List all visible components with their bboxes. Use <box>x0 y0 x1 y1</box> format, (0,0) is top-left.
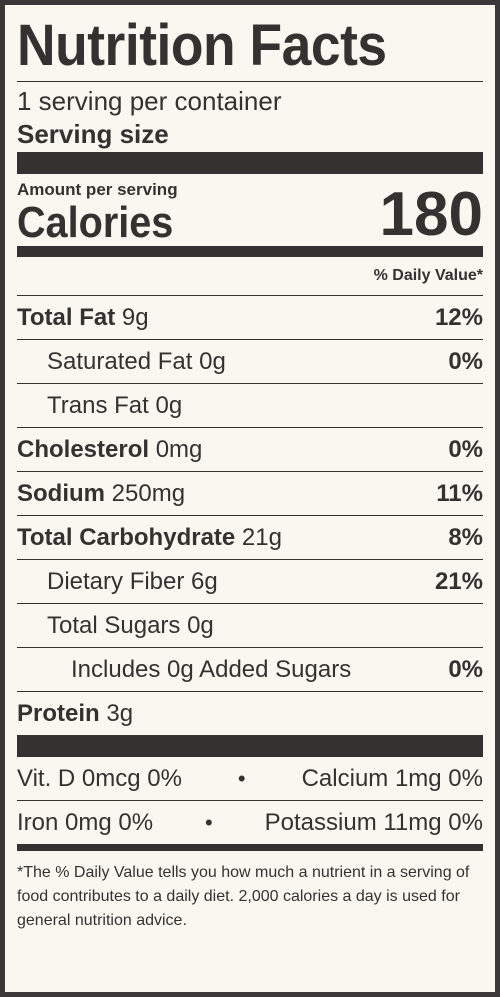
nutrient-amount: 0g <box>187 611 214 639</box>
nutrient-name: Dietary Fiber <box>47 567 185 595</box>
vitamin-row: Vit. D 0mcg 0% • Calcium 1mg 0% <box>17 757 483 800</box>
nutrient-row-total-fat: Total Fat 9g 12% <box>17 296 483 340</box>
nutrient-name: Total Fat <box>17 303 116 331</box>
calories-label: Calories <box>17 198 174 247</box>
vitamin-left: Vit. D 0mcg 0% <box>17 764 182 792</box>
divider <box>17 295 483 296</box>
vitamin-left: Iron 0mg 0% <box>17 808 154 836</box>
nutrient-row-total-carbohydrate: Total Carbohydrate 21g 8% <box>17 516 483 560</box>
nutrient-amount: 6g <box>191 567 218 595</box>
nutrient-row-cholesterol: Cholesterol 0mg 0% <box>17 428 483 472</box>
nutrient-dv: 0% <box>448 655 483 683</box>
servings-per-container: 1 serving per container <box>17 86 282 116</box>
serving-size: Serving size <box>17 119 169 149</box>
nutrient-dv: 11% <box>436 479 483 507</box>
nutrition-facts-label: Nutrition Facts 1 serving per container … <box>5 5 495 992</box>
nutrient-name: Includes 0g Added Sugars <box>71 655 352 683</box>
nutrient-amount: 0g <box>155 391 183 419</box>
bullet-icon: • <box>237 765 246 791</box>
amount-per-serving: Amount per serving <box>17 180 178 199</box>
nutrient-row-trans-fat: Trans Fat 0g <box>17 384 483 428</box>
nutrient-dv: 21% <box>434 567 483 595</box>
vitamin-row: Iron 0mg 0% • Potassium 11mg 0% <box>17 801 483 844</box>
nutrient-dv: 12% <box>434 303 483 331</box>
nutrient-row-total-sugars: Total Sugars 0g <box>17 604 483 648</box>
nutrient-dv: 0% <box>448 435 483 463</box>
nutrient-name: Total Carbohydrate <box>17 523 236 551</box>
bullet-icon: • <box>205 809 213 835</box>
nutrient-amount: 9g <box>121 303 149 331</box>
nutrient-row-saturated-fat: Saturated Fat 0g 0% <box>17 340 483 384</box>
nutrient-name: Trans Fat <box>47 391 149 419</box>
divider <box>17 800 483 801</box>
nutrient-name: Sodium <box>17 479 105 507</box>
nutrient-row-protein: Protein 3g <box>17 692 483 735</box>
nutrient-amount: 250mg <box>111 479 186 507</box>
nutrient-dv: 0% <box>448 347 483 375</box>
nutrient-name: Cholesterol <box>17 435 150 463</box>
medium-divider <box>17 844 483 851</box>
calories-value: 180 <box>379 180 483 249</box>
nutrient-amount: 0g <box>199 347 226 375</box>
nutrient-name: Saturated Fat <box>47 347 193 375</box>
nutrient-dv: 8% <box>448 523 483 551</box>
thick-divider <box>17 735 483 757</box>
nutrient-row-sodium: Sodium 250mg 11% <box>17 472 483 516</box>
medium-divider <box>17 246 483 257</box>
nutrient-amount: 0mg <box>155 435 203 463</box>
footnote: *The % Daily Value tells you how much a … <box>17 864 470 929</box>
nutrient-row-added-sugars: Includes 0g Added Sugars 0% <box>17 648 483 692</box>
nutrient-name: Protein <box>17 699 100 727</box>
label-title: Nutrition Facts <box>17 13 387 78</box>
nutrient-amount: 3g <box>106 699 134 727</box>
vitamin-right: Calcium 1mg 0% <box>301 764 483 792</box>
vitamin-right: Potassium 11mg 0% <box>264 808 483 836</box>
calories-section: Amount per serving Calories 180 <box>17 174 483 249</box>
divider <box>17 81 483 82</box>
daily-value-header: % Daily Value* <box>373 267 483 284</box>
thick-divider <box>17 152 483 174</box>
nutrient-name: Total Sugars <box>47 611 181 639</box>
nutrient-row-dietary-fiber: Dietary Fiber 6g 21% <box>17 560 483 604</box>
nutrient-amount: 21g <box>241 523 282 551</box>
